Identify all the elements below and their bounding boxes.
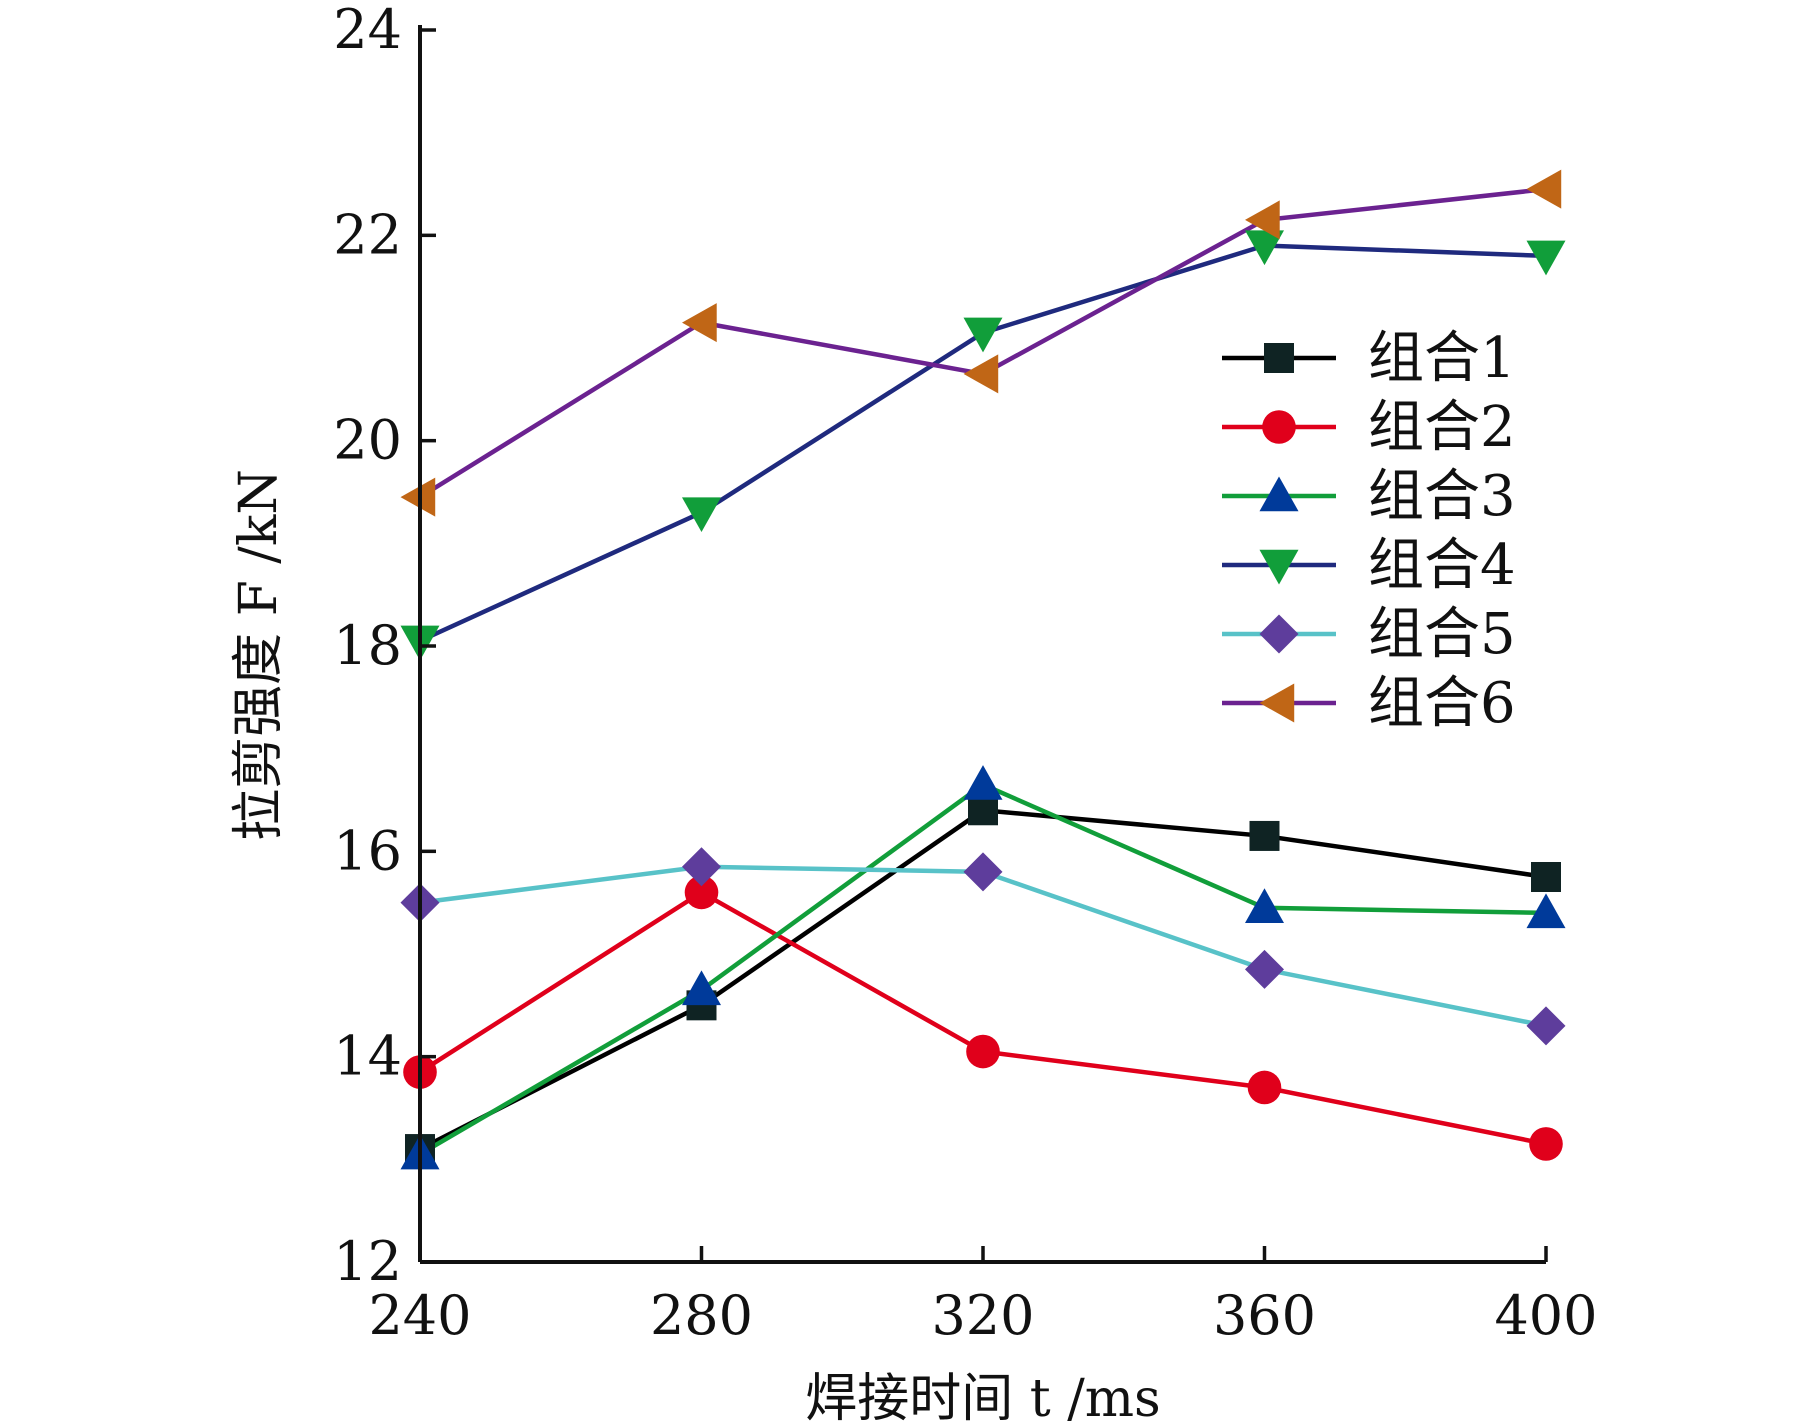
y-tick-label: 14 <box>333 1025 402 1088</box>
series-2-point-5 <box>1529 1127 1563 1161</box>
series-6-point-3 <box>963 354 999 394</box>
series-6-point-2 <box>682 303 717 343</box>
legend-marker-5 <box>1259 614 1299 654</box>
series-3-point-5 <box>1526 893 1566 929</box>
x-tick-label: 280 <box>650 1284 753 1347</box>
legend-marker-3 <box>1259 476 1299 512</box>
legend-label-5: 组合5 <box>1368 602 1516 667</box>
legend-label-2: 组合2 <box>1368 395 1516 460</box>
y-tick-label: 22 <box>333 203 402 266</box>
y-tick-label: 24 <box>333 0 402 61</box>
legend-marker-4 <box>1259 549 1299 585</box>
x-axis-label: 焊接时间 t /ms <box>805 1369 1160 1428</box>
y-tick-label: 18 <box>333 614 402 677</box>
series-3-point-2 <box>682 970 721 1006</box>
legend-marker-2 <box>1262 410 1296 444</box>
series-6-point-1 <box>400 477 436 517</box>
series-3-point-4 <box>1245 888 1284 924</box>
series-1-point-5 <box>1531 862 1561 892</box>
legend-marker-1 <box>1264 343 1294 373</box>
y-tick-label: 20 <box>333 409 402 472</box>
series-4-point-4 <box>1245 230 1284 266</box>
x-ticks: 240 280 320 360 400 <box>368 1246 1598 1347</box>
plot-markers <box>400 169 1566 1170</box>
x-tick-label: 360 <box>1213 1284 1316 1347</box>
series-5-point-3 <box>963 852 1003 892</box>
series-4-point-5 <box>1526 240 1566 276</box>
y-ticks: 12 14 16 18 20 22 24 <box>333 0 436 1293</box>
legend-label-1: 组合1 <box>1368 326 1516 391</box>
x-tick-label: 320 <box>931 1284 1034 1347</box>
series-line-3 <box>418 782 1547 1157</box>
series-2-point-2 <box>684 875 719 910</box>
y-tick-label: 12 <box>333 1230 402 1293</box>
series-6-point-4 <box>1245 200 1280 240</box>
series-6-point-5 <box>1526 169 1562 209</box>
y-tick-label: 16 <box>333 819 402 882</box>
legend-label-3: 组合3 <box>1368 464 1516 529</box>
series-2-point-3 <box>966 1034 1000 1069</box>
series-5-point-2 <box>682 847 721 887</box>
series-2-point-4 <box>1247 1070 1282 1105</box>
series-4-point-2 <box>682 497 721 533</box>
series-5-point-4 <box>1245 949 1284 989</box>
legend-marker-6 <box>1259 683 1295 723</box>
series-5-point-5 <box>1526 1006 1566 1046</box>
series-4-point-3 <box>963 317 1003 353</box>
series-1-point-4 <box>1249 820 1280 851</box>
y-axis-label: 拉剪强度 F /kN <box>229 469 289 841</box>
x-tick-label: 400 <box>1494 1284 1597 1347</box>
legend-label-4: 组合4 <box>1368 533 1516 598</box>
legend-label-6: 组合6 <box>1368 671 1516 736</box>
series-3-point-3 <box>963 765 1003 800</box>
x-tick-label: 240 <box>368 1284 471 1347</box>
series-1-point-3 <box>968 795 998 826</box>
series-line-2 <box>418 890 1547 1147</box>
